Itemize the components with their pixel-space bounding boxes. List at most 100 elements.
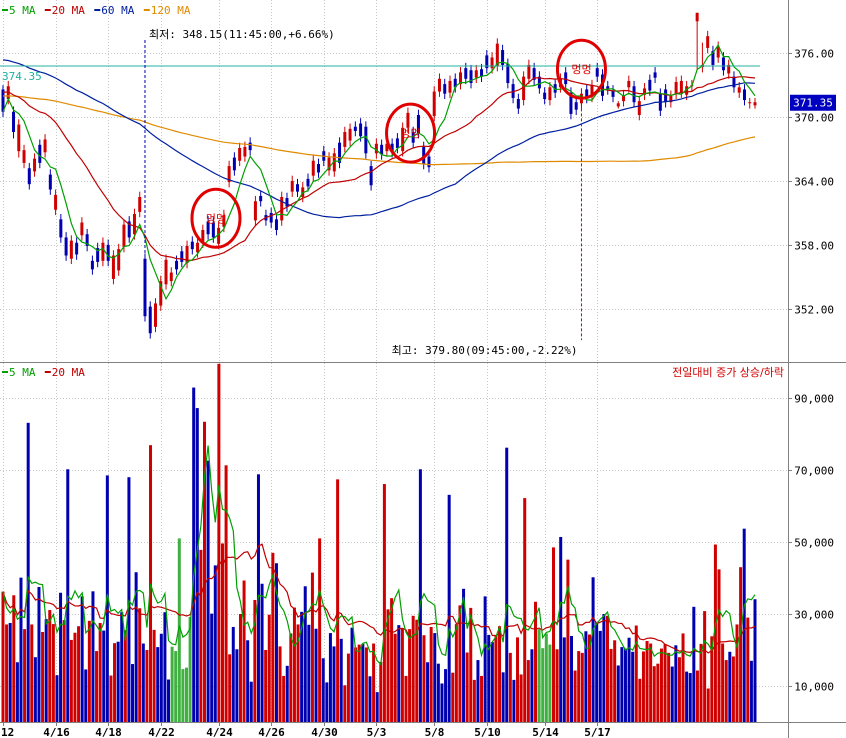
candle-body bbox=[679, 80, 683, 93]
volume-bar bbox=[605, 615, 609, 722]
volume-bar bbox=[742, 528, 746, 722]
volume-bar bbox=[195, 408, 199, 722]
volume-bar bbox=[713, 544, 717, 722]
volume-bar bbox=[703, 611, 707, 722]
candle-body bbox=[569, 92, 573, 114]
volume-bar bbox=[177, 538, 181, 722]
volume-bar bbox=[649, 643, 653, 722]
ma5-line bbox=[2, 43, 756, 301]
volume-bar bbox=[609, 648, 613, 722]
highlight-circle bbox=[555, 38, 607, 100]
volume-bar bbox=[623, 648, 627, 722]
volume-bar bbox=[260, 583, 264, 722]
volume-bar bbox=[26, 422, 30, 722]
volume-bar bbox=[91, 591, 95, 722]
candle-body bbox=[285, 198, 289, 207]
candle-body bbox=[643, 88, 647, 95]
candle-body bbox=[711, 51, 715, 65]
volume-bar bbox=[264, 650, 268, 722]
candle-body bbox=[101, 242, 105, 261]
candle-body bbox=[311, 160, 315, 176]
volume-bar bbox=[451, 672, 455, 722]
candle-body bbox=[706, 36, 710, 48]
candle-body bbox=[522, 76, 526, 101]
volume-bar bbox=[328, 633, 332, 722]
candle-body bbox=[175, 260, 179, 270]
volume-bar bbox=[598, 630, 602, 722]
candle-body bbox=[459, 72, 463, 85]
volume-bar bbox=[627, 637, 631, 722]
volume-bar bbox=[562, 637, 566, 722]
candle-body bbox=[243, 146, 247, 157]
volume-bar bbox=[508, 652, 512, 722]
candle-body bbox=[364, 126, 368, 154]
candle-body bbox=[564, 72, 568, 85]
volume-bar bbox=[706, 688, 710, 722]
candle-body bbox=[685, 86, 689, 95]
volume-bar bbox=[228, 654, 232, 722]
ma60-line bbox=[2, 59, 756, 219]
circle-label: 멍멍 bbox=[400, 127, 420, 140]
x-tick-label: 4/16 bbox=[43, 726, 70, 738]
candle-body bbox=[185, 245, 189, 263]
volume-bar bbox=[339, 638, 343, 722]
volume-bar bbox=[145, 650, 149, 722]
volume-bar bbox=[753, 599, 757, 722]
volume-bar bbox=[84, 669, 88, 722]
candle-body bbox=[59, 219, 63, 238]
volume-bar bbox=[735, 624, 739, 722]
volume-bar bbox=[163, 612, 167, 722]
volume-bar bbox=[699, 643, 703, 722]
volume-bar bbox=[523, 498, 527, 722]
volume-bar bbox=[149, 445, 153, 722]
volume-bar bbox=[361, 643, 365, 722]
candle-body bbox=[553, 84, 557, 93]
price-legend-label: 5 MA bbox=[9, 4, 36, 17]
volume-bar bbox=[476, 660, 480, 722]
volume-bar bbox=[224, 465, 228, 722]
x-tick-label: 4/26 bbox=[258, 726, 285, 738]
candle-body bbox=[327, 157, 331, 171]
volume-bar bbox=[480, 675, 484, 722]
candle-body bbox=[527, 64, 531, 79]
candle-body bbox=[695, 12, 699, 22]
volume-bar bbox=[152, 629, 156, 722]
volume-bar bbox=[325, 682, 329, 722]
candle-body bbox=[1, 89, 5, 112]
volume-bar bbox=[314, 628, 318, 722]
volume-bar bbox=[591, 577, 595, 722]
x-tick-label: 5/14 bbox=[532, 726, 559, 738]
candle-body bbox=[54, 194, 58, 210]
volume-bar bbox=[185, 667, 189, 722]
candle-body bbox=[222, 215, 226, 227]
candle-body bbox=[485, 55, 489, 69]
volume-bar bbox=[127, 477, 131, 722]
volume-bar bbox=[530, 649, 534, 722]
volume-bar bbox=[285, 665, 289, 722]
price-tick-label: 376.00 bbox=[794, 48, 834, 61]
volume-bar bbox=[375, 692, 379, 722]
volume-bar bbox=[724, 660, 728, 722]
candle-body bbox=[732, 76, 736, 88]
candle-body bbox=[548, 87, 552, 101]
candle-body bbox=[753, 102, 757, 106]
volume-bar bbox=[505, 447, 509, 722]
volume-bar bbox=[77, 626, 81, 722]
volume-bar bbox=[1, 591, 5, 722]
candle-body bbox=[85, 234, 89, 246]
volume-bar bbox=[131, 664, 135, 722]
volume-bar bbox=[174, 651, 178, 722]
candle-body bbox=[6, 86, 10, 100]
volume-bar bbox=[336, 479, 340, 722]
volume-bar bbox=[685, 671, 689, 722]
volume-bar bbox=[408, 629, 412, 722]
volume-bar bbox=[663, 644, 667, 722]
volume-bar bbox=[364, 647, 368, 722]
candle-body bbox=[159, 281, 163, 306]
volume-bar bbox=[544, 633, 548, 722]
volume-bar bbox=[749, 660, 753, 722]
volume-bar bbox=[289, 633, 293, 722]
candle-body bbox=[343, 132, 347, 147]
candle-body bbox=[495, 43, 499, 67]
